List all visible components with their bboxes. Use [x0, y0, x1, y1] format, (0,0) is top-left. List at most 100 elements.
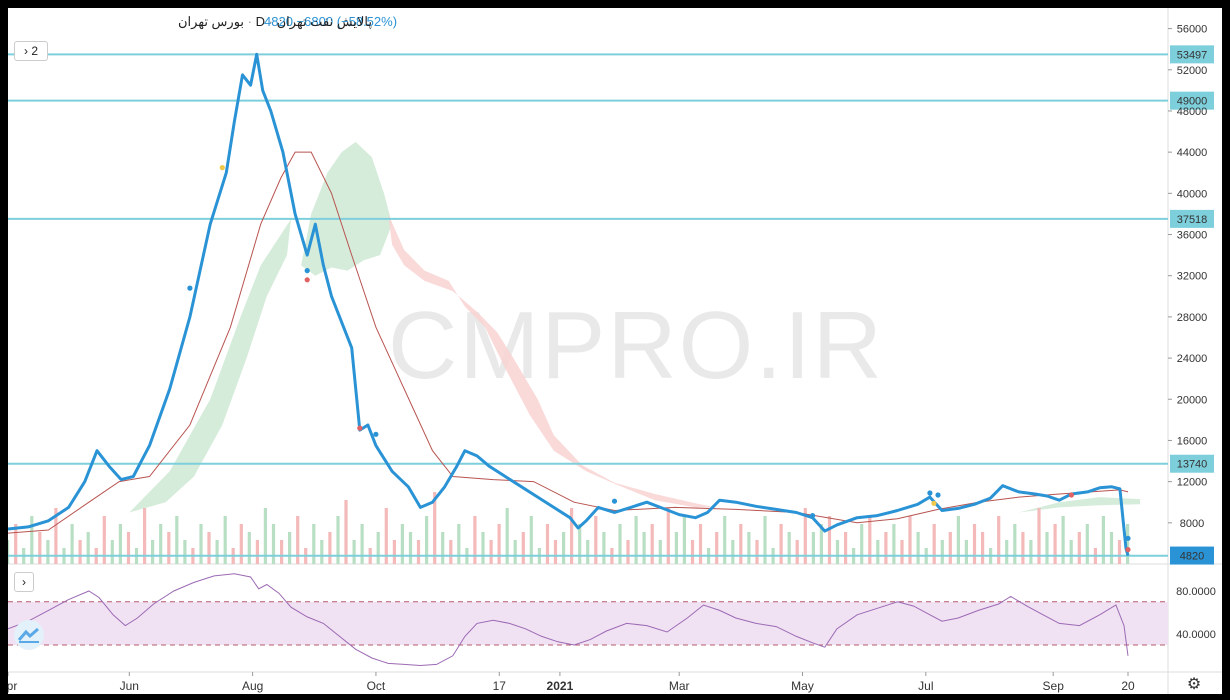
volume-bar	[376, 532, 380, 564]
time-tick-label: 17	[493, 679, 507, 693]
moving-average-line	[8, 151, 1129, 534]
volume-bar	[682, 516, 686, 564]
volume-bar	[280, 540, 284, 564]
symbol-header[interactable]: بورس تهران · D · پالایش نفت تهران	[178, 14, 372, 29]
volume-bar	[787, 532, 791, 564]
volume-bar	[86, 532, 90, 564]
price-tick-label: 56000	[1177, 24, 1208, 36]
volume-bar	[578, 524, 582, 564]
volume-bar	[296, 516, 300, 564]
volume-bar	[658, 540, 662, 564]
volume-bar	[972, 524, 977, 564]
price-tick-label: 36000	[1177, 230, 1208, 242]
last-price-label-bg	[1170, 546, 1214, 565]
volume-bar	[433, 492, 437, 564]
volume-bar	[948, 532, 952, 564]
volume-bar	[1037, 508, 1041, 564]
volume-bar	[408, 532, 413, 564]
signal-marker	[304, 277, 310, 283]
volume-bar	[489, 540, 493, 564]
price-line	[8, 52, 1130, 557]
signal-marker	[611, 498, 618, 504]
time-tick-label: Jun	[120, 679, 139, 693]
price-tick-label: 52000	[1177, 65, 1208, 77]
watermark-text: CMPRO.IR	[388, 292, 884, 399]
level-label-bg	[1170, 209, 1214, 228]
volume-bar	[449, 540, 453, 564]
volume-bar	[263, 508, 267, 564]
volume-bar	[46, 540, 50, 564]
volume-bar	[505, 508, 509, 564]
volume-bar	[981, 532, 985, 564]
volume-bar	[723, 516, 727, 564]
level-label: 37518	[1177, 214, 1208, 226]
volume-bar	[126, 532, 131, 564]
volume-bar	[497, 524, 501, 564]
volume-bar	[618, 524, 622, 564]
price-tick-label: 48000	[1177, 106, 1208, 118]
time-tick-label: Oct	[367, 679, 386, 693]
volume-bar	[860, 524, 864, 564]
volume-bar	[779, 524, 783, 564]
volume-bar	[529, 516, 533, 564]
signal-marker	[927, 490, 933, 496]
volume-bar	[997, 516, 1001, 564]
volume-bar	[320, 540, 324, 564]
volume-bar	[715, 532, 719, 564]
volume-bar	[425, 516, 429, 564]
chevron-right-icon: ›	[22, 575, 26, 589]
volume-bar	[1061, 516, 1065, 564]
signal-marker	[219, 165, 225, 171]
volume-bar	[360, 524, 364, 564]
time-tick-label: Apr	[8, 679, 17, 693]
volume-bar	[14, 524, 18, 564]
volume-bar	[634, 516, 638, 564]
time-tick-label: Aug	[242, 679, 263, 693]
level-label-bg	[1170, 91, 1214, 110]
volume-bar	[110, 540, 114, 564]
volume-bar	[199, 524, 203, 564]
signal-marker	[357, 425, 363, 431]
volume-bar	[827, 516, 832, 564]
interval-label: D	[255, 14, 266, 29]
cloud-bull-area	[301, 141, 393, 276]
volume-bar	[352, 540, 356, 564]
volume-bar	[1085, 524, 1089, 564]
change-value: −6800	[296, 14, 334, 29]
volume-bar	[1053, 524, 1057, 564]
volume-bar	[1005, 540, 1009, 564]
volume-bar	[666, 508, 670, 564]
price-change-readout: 4820 −6800 (−58.52%)	[264, 14, 397, 29]
rsi-band	[8, 601, 1168, 645]
volume-bar	[78, 540, 82, 564]
volume-bar	[586, 540, 590, 564]
cloud-bull_end-area	[1018, 497, 1141, 513]
volume-bar	[698, 524, 703, 564]
price-chart[interactable]: CMPRO.IR 5349749000375181374048014820 80…	[8, 8, 1222, 694]
volume-bar	[288, 532, 292, 564]
volume-bar	[70, 524, 74, 564]
volume-bar	[803, 508, 807, 564]
signal-marker	[935, 492, 941, 498]
volume-bar	[336, 516, 340, 564]
volume-bar	[481, 532, 485, 564]
volume-bar	[183, 540, 187, 564]
expand-rsi-button[interactable]: ›	[14, 572, 34, 592]
settings-gear-icon[interactable]: ⚙	[1186, 676, 1202, 693]
time-tick-label: Sep	[1043, 679, 1065, 693]
volume-bar	[8, 540, 10, 564]
price-tick-label: 24000	[1177, 353, 1208, 365]
volume-bar	[876, 540, 880, 564]
collapse-indicators-button[interactable]: › 2	[14, 41, 48, 61]
volume-bar	[400, 524, 404, 564]
volume-bar	[102, 516, 106, 564]
volume-bar	[328, 532, 332, 564]
volume-bar	[1109, 532, 1114, 564]
volume-bar	[151, 540, 155, 564]
volume-bar	[223, 516, 227, 564]
volume-bar	[441, 532, 445, 564]
volume-bar	[271, 524, 276, 564]
volume-bar	[932, 524, 936, 564]
volume-bar	[690, 540, 695, 564]
signal-marker	[1068, 492, 1074, 498]
